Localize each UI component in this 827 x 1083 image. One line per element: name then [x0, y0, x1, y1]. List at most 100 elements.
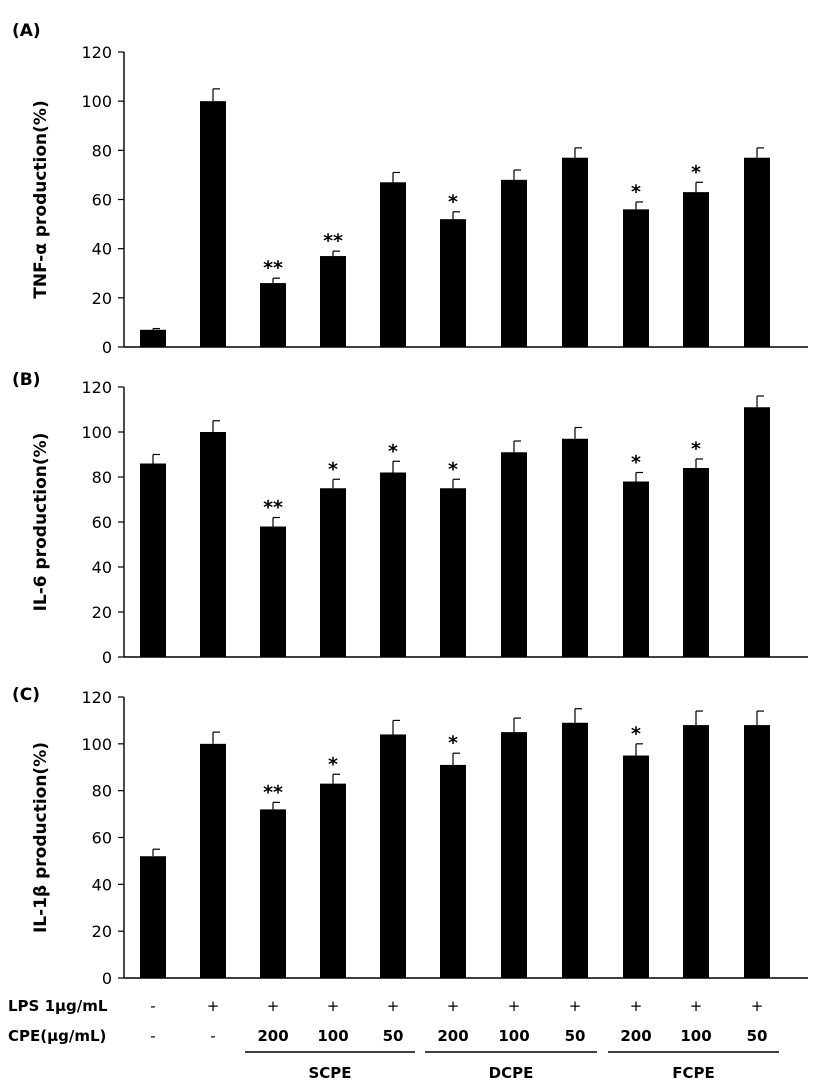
y-tick-label: 40 [92, 558, 112, 577]
bar [623, 209, 649, 347]
bar [200, 101, 226, 348]
y-tick-label: 80 [92, 468, 112, 487]
significance-marker: * [691, 161, 701, 183]
group-label: SCPE [308, 1064, 351, 1082]
cpe-value: - [150, 1027, 155, 1045]
lps-value: + [508, 997, 521, 1015]
cpe-value: 50 [747, 1027, 768, 1045]
y-tick-label: 60 [92, 191, 112, 210]
bar [440, 219, 466, 347]
lps-row-label: LPS 1μg/mL [8, 997, 108, 1015]
lps-value: - [150, 997, 155, 1015]
bar [744, 157, 770, 347]
significance-marker: * [328, 458, 338, 480]
significance-marker: ** [263, 497, 283, 519]
y-axis-title: IL-6 production(%) [31, 433, 51, 612]
significance-marker: ** [323, 230, 343, 252]
y-tick-label: 20 [92, 289, 112, 308]
y-tick-label: 100 [81, 92, 112, 111]
cpe-value: 100 [498, 1027, 529, 1045]
panel-label: (B) [12, 370, 41, 390]
lps-value: + [387, 997, 400, 1015]
bar [623, 481, 649, 657]
y-tick-label: 80 [92, 141, 112, 160]
bar [200, 432, 226, 657]
significance-marker: ** [263, 781, 283, 803]
significance-marker: * [328, 753, 338, 775]
lps-value: + [690, 997, 703, 1015]
bar [260, 526, 286, 657]
cpe-row-label: CPE(μg/mL) [8, 1027, 106, 1045]
cpe-value: - [210, 1027, 215, 1045]
cpe-value: 200 [257, 1027, 288, 1045]
panel-label: (C) [12, 685, 40, 705]
bar [501, 732, 527, 978]
y-tick-label: 0 [102, 969, 112, 988]
bar [260, 809, 286, 978]
significance-marker: ** [263, 257, 283, 279]
bar [501, 179, 527, 347]
bar [744, 407, 770, 657]
bar [562, 722, 588, 978]
bar [320, 488, 346, 657]
bar [200, 743, 226, 978]
y-axis-title: TNF-α production(%) [31, 100, 51, 298]
significance-marker: * [691, 438, 701, 460]
significance-marker: * [448, 191, 458, 213]
y-tick-label: 100 [81, 423, 112, 442]
group-label: DCPE [489, 1064, 534, 1082]
y-tick-label: 80 [92, 782, 112, 801]
lps-value: + [447, 997, 460, 1015]
y-tick-label: 60 [92, 513, 112, 532]
bar [501, 452, 527, 657]
significance-marker: * [631, 181, 641, 203]
bar [683, 468, 709, 657]
y-axis-title: IL-1β production(%) [31, 742, 51, 933]
bar [320, 783, 346, 978]
significance-marker: * [631, 452, 641, 474]
bar [260, 283, 286, 347]
y-tick-label: 20 [92, 603, 112, 622]
significance-marker: * [388, 440, 398, 462]
bar [140, 463, 166, 657]
panel-label: (A) [12, 21, 41, 41]
y-tick-label: 0 [102, 338, 112, 357]
lps-value: + [751, 997, 764, 1015]
bar [140, 329, 166, 347]
bar [440, 488, 466, 657]
y-tick-label: 0 [102, 648, 112, 667]
cpe-value: 200 [620, 1027, 651, 1045]
cpe-value: 50 [383, 1027, 404, 1045]
y-tick-label: 120 [81, 43, 112, 62]
significance-marker: * [631, 723, 641, 745]
bar [140, 856, 166, 978]
lps-value: + [267, 997, 280, 1015]
bar [380, 182, 406, 347]
lps-value: + [569, 997, 582, 1015]
y-tick-label: 120 [81, 688, 112, 707]
cpe-value: 200 [437, 1027, 468, 1045]
y-tick-label: 20 [92, 922, 112, 941]
bar [320, 256, 346, 347]
bar [380, 472, 406, 657]
y-tick-label: 100 [81, 735, 112, 754]
y-tick-label: 120 [81, 378, 112, 397]
bar [440, 764, 466, 978]
group-label: FCPE [672, 1064, 715, 1082]
bar [380, 734, 406, 978]
cpe-value: 100 [317, 1027, 348, 1045]
bar [623, 755, 649, 978]
significance-marker: * [448, 458, 458, 480]
cpe-value: 100 [680, 1027, 711, 1045]
bar [683, 725, 709, 978]
cpe-value: 50 [565, 1027, 586, 1045]
bar [683, 192, 709, 347]
lps-value: + [630, 997, 643, 1015]
bar [562, 438, 588, 657]
bar [744, 725, 770, 978]
lps-value: + [207, 997, 220, 1015]
significance-marker: * [448, 732, 458, 754]
y-tick-label: 60 [92, 829, 112, 848]
bar [562, 157, 588, 347]
